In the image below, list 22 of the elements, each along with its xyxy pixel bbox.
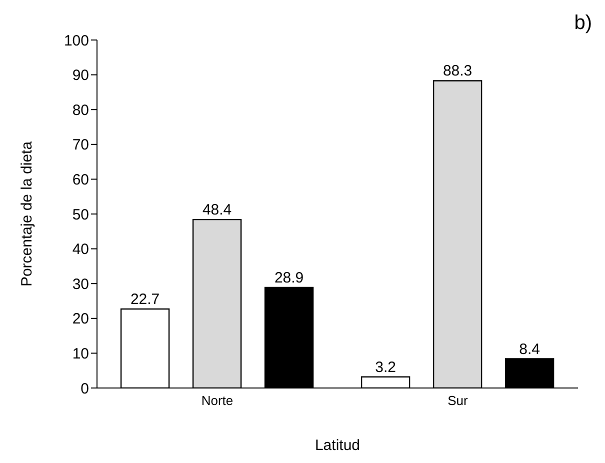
- y-tick-label: 70: [72, 136, 89, 154]
- data-label: 8.4: [519, 340, 540, 358]
- x-tick-label: Sur: [448, 393, 469, 408]
- y-tick-label: 90: [72, 67, 89, 84]
- y-tick-label: 30: [72, 276, 89, 293]
- y-tick-label: 20: [72, 310, 89, 328]
- y-tick-label: 10: [72, 346, 89, 363]
- data-label: 88.3: [442, 62, 472, 80]
- y-tick-label: 60: [72, 172, 89, 189]
- y-axis-title: Porcentaje de la dieta: [18, 140, 36, 287]
- y-tick-label: 40: [72, 241, 89, 258]
- x-axis-title: Latitud: [314, 437, 360, 454]
- data-label: 3.2: [375, 358, 396, 376]
- y-tick-label: 100: [64, 32, 89, 50]
- data-label: 28.9: [274, 269, 304, 286]
- x-tick-label: Norte: [201, 393, 234, 408]
- y-tick-label: 0: [80, 380, 89, 398]
- data-label: 48.4: [202, 202, 232, 219]
- y-tick-label: 50: [72, 206, 89, 224]
- text: b): [574, 12, 592, 35]
- data-label: 22.7: [130, 291, 160, 308]
- y-tick-label: 80: [72, 102, 89, 119]
